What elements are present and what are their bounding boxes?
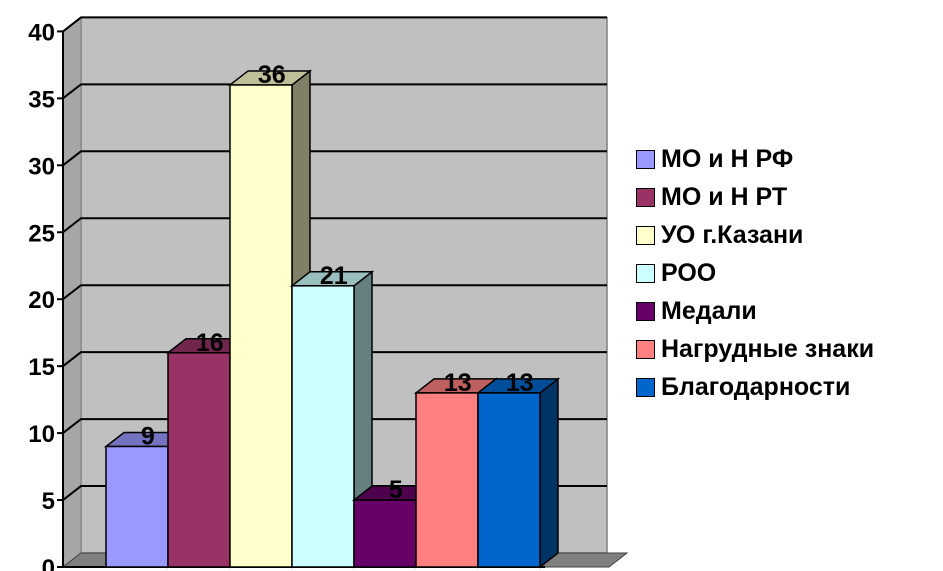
bars	[103, 69, 561, 569]
y-tick-label: 35	[28, 86, 55, 113]
legend-label: МО и Н РТ	[661, 182, 788, 211]
legend-item: Нагрудные знаки	[636, 330, 874, 368]
bar-side	[539, 377, 559, 569]
data-label: 13	[444, 369, 472, 397]
bar-front	[353, 499, 417, 568]
legend-label: Медали	[661, 296, 757, 325]
bar-front	[167, 352, 231, 568]
data-labels: 9 16 36 21 5 13 13	[141, 61, 534, 504]
data-label: 13	[506, 369, 534, 397]
data-label: 21	[320, 262, 348, 290]
legend-label: МО и Н РФ	[661, 144, 794, 173]
bar	[475, 377, 561, 569]
bar-front	[229, 84, 293, 568]
bar-front	[291, 285, 355, 568]
y-tick-label: 10	[28, 421, 55, 448]
data-label: 5	[389, 476, 403, 504]
legend-swatch	[636, 339, 655, 359]
gridline	[62, 83, 607, 100]
gridlines	[62, 16, 607, 501]
bar-front	[415, 392, 479, 568]
data-label: 9	[141, 422, 155, 450]
gridline	[62, 351, 607, 367]
gridline	[62, 16, 607, 33]
y-tick-label: 25	[28, 220, 55, 247]
legend-label: Благодарности	[661, 372, 851, 401]
legend-swatch	[636, 225, 655, 245]
legend-item: УО г.Казани	[636, 216, 874, 254]
legend-swatch	[636, 149, 655, 169]
legend-item: МО и Н РТ	[636, 178, 874, 216]
gridline	[62, 217, 607, 234]
data-label: 16	[196, 329, 224, 357]
legend-swatch	[636, 301, 655, 321]
data-label: 36	[258, 61, 286, 89]
legend-label: Нагрудные знаки	[661, 334, 875, 363]
y-tick-label: 5	[42, 488, 55, 515]
y-tick-label: 15	[28, 354, 55, 381]
legend-swatch	[636, 187, 655, 207]
legend-item: Медали	[636, 292, 874, 330]
y-tick-label: 30	[28, 153, 55, 180]
y-tick-label: 20	[28, 287, 55, 314]
y-tick-label: 0	[42, 555, 55, 571]
legend: МО и Н РФ МО и Н РТ УО г.Казани РОО Медали На…	[636, 140, 874, 406]
legend-item: МО и Н РФ	[636, 140, 874, 178]
bar-front	[105, 445, 169, 568]
gridline	[62, 150, 607, 167]
y-tick-label: 40	[28, 19, 55, 46]
gridline	[62, 284, 607, 300]
legend-swatch	[636, 263, 655, 283]
bar-front	[477, 392, 541, 568]
y-axis: 0 5 10 15 20 25 30 35 40	[28, 19, 545, 571]
legend-label: УО г.Казани	[661, 220, 804, 249]
legend-swatch	[636, 377, 655, 397]
legend-label: РОО	[661, 258, 717, 287]
legend-item: РОО	[636, 254, 874, 292]
legend-item: Благодарности	[636, 368, 874, 406]
